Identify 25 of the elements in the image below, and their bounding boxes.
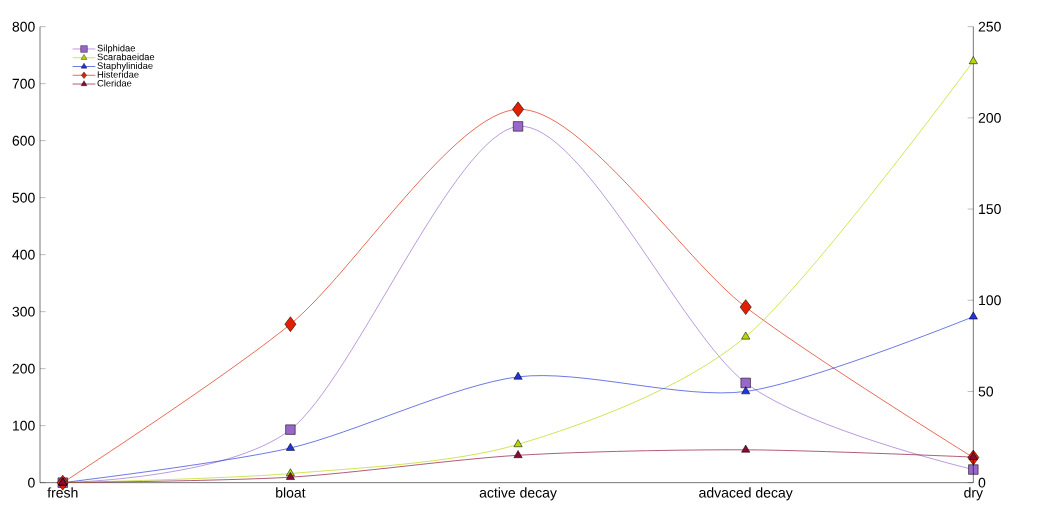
y-tick-label: 800	[12, 21, 35, 32]
legend-label: Staphylinidae	[97, 62, 153, 71]
y-tick-label: 0	[28, 477, 35, 488]
y2-tick-label: 100	[979, 295, 1001, 306]
x-tick-label: fresh	[47, 487, 78, 498]
legend-label: Silphidae	[97, 44, 136, 54]
legend-label: Cleridae	[97, 79, 132, 87]
x-tick-label: bloat	[276, 487, 306, 498]
y-tick-label: 400	[12, 249, 35, 260]
y-tick-label: 700	[12, 78, 35, 89]
y2-tick-label: 250	[978, 21, 1001, 32]
y2-tick-label: 150	[979, 204, 1001, 215]
y-tick-label: 200	[12, 363, 35, 374]
legend-label: Histeridae	[97, 70, 139, 78]
x-tick-label: advaced decay	[699, 487, 793, 501]
legend-label: Scarabaeidae	[97, 53, 155, 61]
y-tick-label: 500	[12, 192, 35, 203]
y-tick-label: 300	[12, 306, 35, 317]
x-tick-label: active decay	[479, 487, 557, 501]
y2-tick-label: 200	[978, 112, 1001, 123]
y-tick-label: 600	[12, 135, 35, 146]
y2-tick-label: 50	[978, 386, 994, 397]
y-tick-label: 100	[13, 420, 35, 431]
y2-tick-label: 0	[978, 477, 986, 488]
x-tick-label: dry	[964, 487, 984, 501]
